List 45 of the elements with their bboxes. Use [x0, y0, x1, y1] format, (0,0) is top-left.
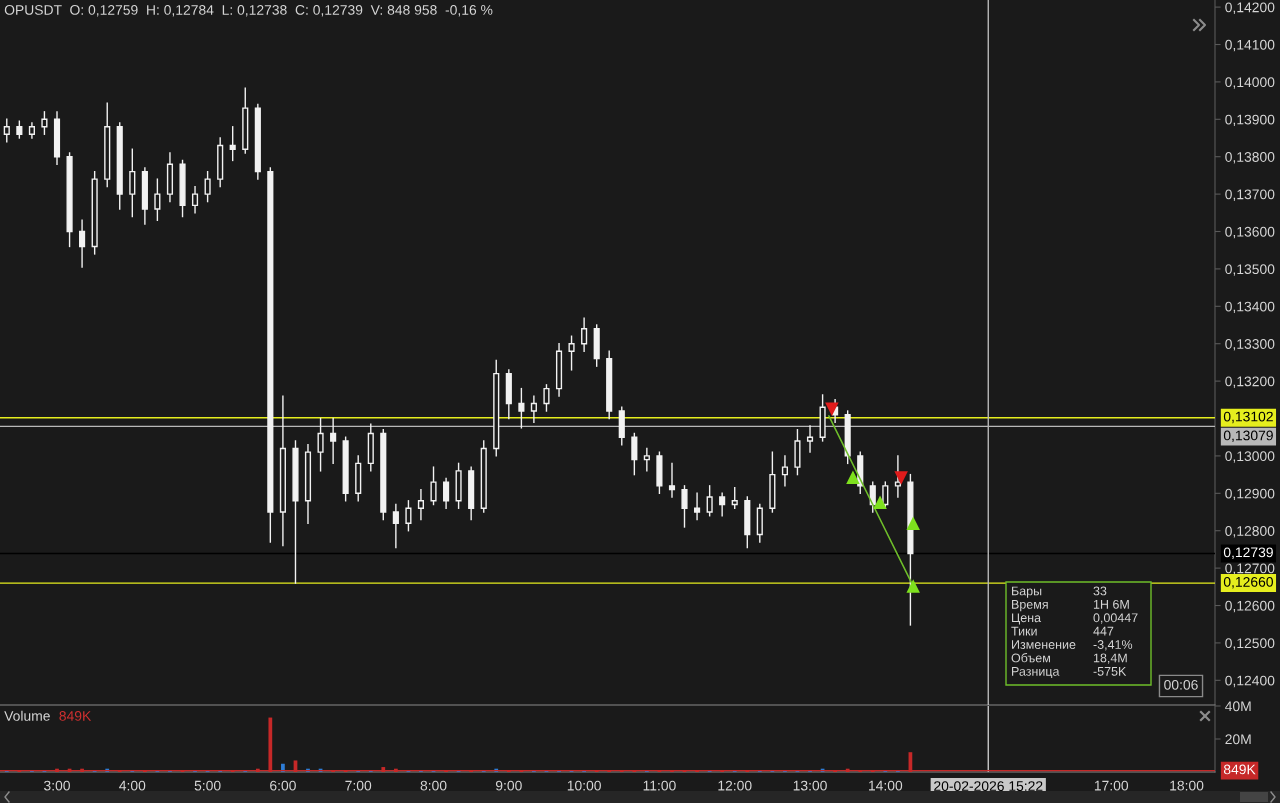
y-tick-label: 0,12500 — [1225, 638, 1275, 650]
y-tick-label: 0,12900 — [1225, 488, 1275, 501]
y-tick-label: 0,13300 — [1225, 339, 1275, 351]
y-tick-label: 0,13400 — [1225, 301, 1275, 314]
y-tick-label: 0,12800 — [1225, 526, 1275, 538]
ref-line-label: 849K — [1223, 764, 1256, 775]
y-tick-label: 0,13500 — [1225, 264, 1275, 276]
y-tick-label: 0,12400 — [1225, 675, 1275, 688]
x-tick-label: 11:00 — [643, 780, 676, 791]
ref-line-label: 0,13079 — [1223, 430, 1273, 443]
x-tick-label: 5:00 — [194, 780, 221, 791]
y-tick-label: 0,12600 — [1225, 600, 1275, 613]
y-tick-label: 0,14100 — [1225, 39, 1275, 52]
y-tick-label: 0,13800 — [1225, 152, 1275, 164]
ref-line-label: 0,12739 — [1223, 547, 1273, 559]
ref-line-label: 20-02-2026 15:22 — [934, 781, 1043, 792]
y-tick-label: 0,13600 — [1225, 226, 1275, 239]
y-tick-label: 0,14000 — [1225, 77, 1275, 89]
annotation: 00:06 — [1164, 679, 1198, 690]
x-tick-label: 8:00 — [420, 780, 447, 791]
text: Бары 33 Время 1H 6M Цена 0,00447 Тики 447 Изменение -3,41% Объем 18,4M Разница -575K — [1011, 586, 1138, 679]
x-tick-label: 18:00 — [1170, 780, 1204, 791]
x-tick-label: 3:00 — [44, 780, 70, 791]
y-tick-label: 0,13700 — [1225, 189, 1275, 201]
ref-line-label: 0,12660 — [1223, 576, 1273, 589]
x-tick-label: 17:00 — [1094, 780, 1129, 791]
y-tick-label: 0,13900 — [1225, 114, 1275, 127]
x-tick-label: 14:00 — [869, 780, 903, 791]
x-tick-label: 13:00 — [793, 780, 827, 791]
x-tick-label: 9:00 — [495, 780, 522, 791]
chart-title: Volume — [4, 710, 50, 721]
x-tick-label: 12:00 — [718, 780, 752, 791]
x-tick-label: 10:00 — [567, 780, 601, 791]
x-tick-label: 6:00 — [270, 780, 296, 791]
y-tick-label: 0,13200 — [1225, 376, 1275, 388]
x-tick-label: 7:00 — [345, 780, 372, 791]
y-tick-label: 20M — [1225, 734, 1251, 745]
chart-subtitle: 849K — [59, 711, 92, 721]
ref-line-label: 0,13102 — [1223, 411, 1273, 424]
chart-title: OPUSDT O: 0,12759 H: 0,12784 L: 0,12738 C: 0,12739 V: 848 958 -0,16 % — [4, 5, 493, 17]
y-tick-label: 0,13000 — [1225, 451, 1275, 463]
y-tick-label: 0,14200 — [1225, 2, 1275, 14]
y-tick-label: 0,12700 — [1225, 563, 1275, 575]
x-tick-label: 4:00 — [119, 780, 146, 791]
y-tick-label: 40M — [1225, 701, 1251, 712]
